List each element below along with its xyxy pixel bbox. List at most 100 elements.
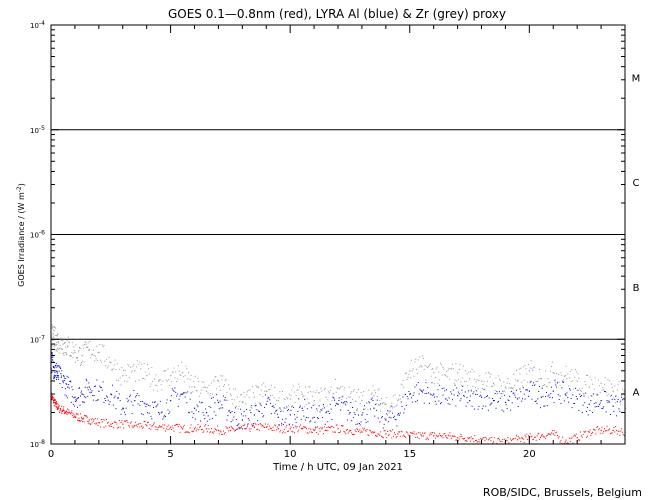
data-dot (340, 401, 342, 403)
data-dot (602, 432, 604, 434)
data-dot (363, 427, 365, 429)
data-dot (591, 432, 593, 434)
data-dot (71, 351, 73, 353)
data-dot (542, 385, 544, 387)
data-dot (619, 401, 621, 403)
data-dot (56, 335, 58, 337)
data-point (337, 403, 339, 405)
data-dot (370, 393, 372, 395)
data-dot (598, 405, 600, 407)
data-dot (106, 419, 108, 421)
data-dot (551, 361, 553, 363)
data-dot (53, 330, 55, 332)
data-dot (495, 407, 497, 409)
data-dot (88, 421, 90, 423)
data-dot (281, 422, 283, 424)
data-dot (61, 349, 63, 351)
data-dot (334, 378, 336, 380)
data-dot (393, 406, 395, 408)
data-dot (223, 386, 225, 388)
data-dot (86, 416, 88, 418)
data-dot (80, 392, 82, 394)
data-dot (79, 387, 81, 389)
data-dot (457, 440, 459, 442)
data-dot (188, 431, 190, 433)
data-dot (72, 403, 74, 405)
data-dot (546, 405, 548, 407)
data-dot (154, 384, 156, 386)
data-point (88, 348, 90, 351)
data-point (552, 433, 554, 435)
data-point (325, 411, 327, 414)
data-dot (570, 397, 572, 399)
data-dot (434, 377, 436, 379)
data-dot (512, 392, 514, 394)
data-dot (282, 410, 284, 412)
data-dot (424, 365, 426, 367)
data-dot (123, 369, 125, 371)
data-dot (359, 403, 361, 405)
data-point (134, 370, 136, 372)
data-dot (621, 428, 623, 430)
data-dot (317, 433, 319, 435)
data-dot (341, 385, 343, 387)
data-dot (51, 398, 53, 400)
data-dot (284, 421, 286, 423)
data-dot (93, 419, 95, 421)
data-dot (405, 404, 407, 406)
data-dot (194, 418, 196, 420)
data-dot (180, 374, 182, 376)
data-dot (395, 419, 397, 421)
data-point (122, 375, 124, 377)
data-dot (173, 367, 175, 369)
data-dot (426, 365, 428, 367)
data-dot (369, 408, 371, 410)
data-dot (162, 380, 164, 382)
data-dot (448, 368, 450, 370)
data-dot (500, 393, 502, 395)
data-dot (334, 431, 336, 433)
data-point (528, 370, 531, 372)
data-dot (189, 398, 191, 400)
data-point (576, 437, 578, 439)
data-dot (358, 414, 359, 416)
data-dot (386, 413, 388, 415)
data-dot (270, 428, 272, 430)
data-dot (574, 376, 576, 378)
data-dot (68, 387, 70, 389)
data-dot (279, 407, 281, 409)
data-dot (63, 413, 65, 415)
data-dot (310, 420, 312, 422)
data-dot (58, 370, 60, 372)
data-dot (548, 433, 550, 435)
data-dot (177, 426, 179, 428)
data-dot (387, 431, 389, 433)
data-dot (406, 431, 408, 433)
data-dot (322, 404, 324, 406)
data-dot (596, 426, 598, 428)
data-dot (172, 427, 174, 429)
data-point (528, 390, 531, 392)
data-dot (197, 406, 199, 408)
data-dot (311, 395, 313, 397)
data-point (349, 396, 351, 398)
data-point (217, 401, 220, 404)
data-dot (616, 433, 618, 435)
data-dot (275, 425, 277, 427)
data-dot (163, 370, 165, 372)
data-dot (188, 386, 190, 388)
data-dot (320, 427, 322, 429)
data-dot (615, 426, 617, 428)
data-dot (580, 395, 582, 397)
data-dot (243, 391, 245, 393)
data-dot (272, 426, 274, 428)
data-dot (181, 361, 183, 363)
data-dot (248, 419, 250, 421)
data-dot (65, 411, 67, 413)
data-dot (598, 385, 600, 387)
data-dot (59, 366, 61, 368)
data-dot (396, 404, 398, 406)
data-dot (368, 389, 370, 391)
data-point (74, 415, 76, 417)
data-dot (431, 368, 433, 370)
